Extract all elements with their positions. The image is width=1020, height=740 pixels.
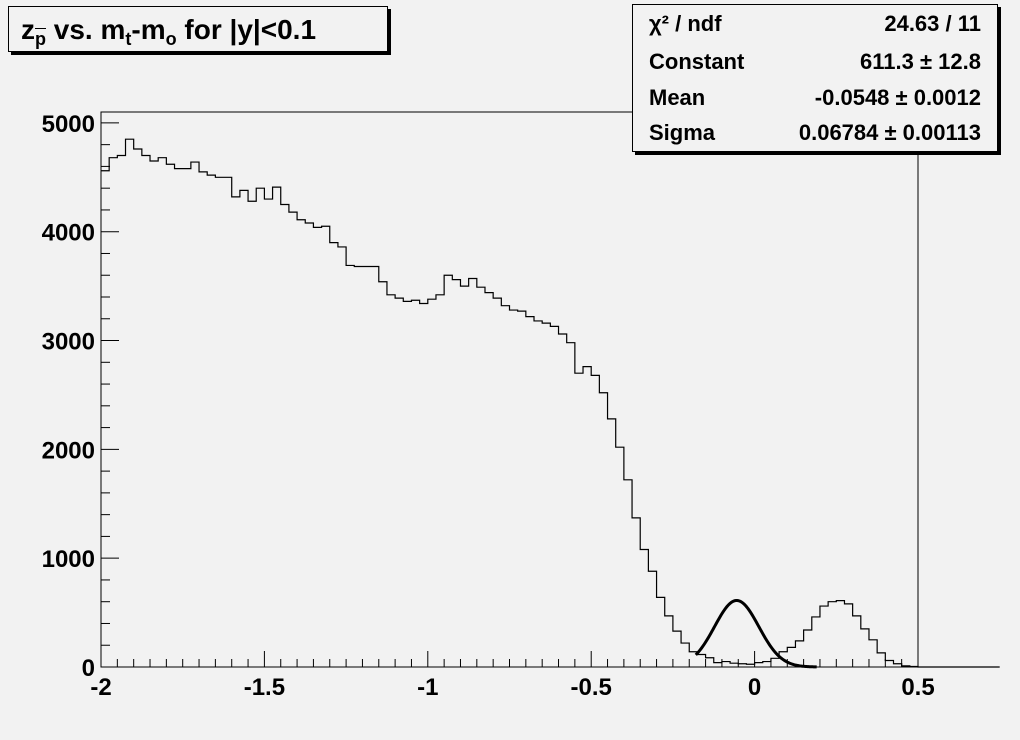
histogram-series <box>101 138 1000 668</box>
y-tick-label: 4000 <box>42 220 95 247</box>
stats-label: Sigma <box>649 120 716 145</box>
x-tick-label: -2 <box>90 674 111 701</box>
stats-row-mean: Mean -0.0548 ± 0.0012 <box>649 81 981 115</box>
y-tick-label: 5000 <box>42 111 95 138</box>
axes-group: 0 1000 2000 3000 4000 5000 -2 -1.5 -1 -0.5 0 0.5 <box>42 111 935 701</box>
y-tick-label: 1000 <box>42 546 95 573</box>
title-vs: vs. m <box>46 14 126 45</box>
histogram-group <box>101 138 1000 668</box>
x-tick-label: -1.5 <box>244 674 285 701</box>
x-tick-label: 0.5 <box>901 674 934 701</box>
y-tick-label: 0 <box>82 655 95 682</box>
x-tick-label: -0.5 <box>571 674 612 701</box>
title-z-subscript: p <box>35 29 46 49</box>
x-tick-label: 0 <box>748 674 761 701</box>
x-tick-label: -1 <box>417 674 438 701</box>
gaussian-fit-curve <box>694 598 817 669</box>
title-dash: -m <box>131 14 166 45</box>
stats-row-constant: Constant 611.3 ± 12.8 <box>649 45 981 79</box>
y-tick-label: 2000 <box>42 437 95 464</box>
stats-row-sigma: Sigma 0.06784 ± 0.00113 <box>649 116 981 150</box>
stats-label: Mean <box>649 85 706 110</box>
title-z: z <box>21 14 35 45</box>
stats-label: χ² / ndf <box>649 11 722 36</box>
stats-value: 24.63 / 11 <box>884 11 981 36</box>
stats-row-chi2: χ² / ndf 24.63 / 11 <box>649 7 981 41</box>
y-tick-label: 3000 <box>42 329 95 356</box>
stats-value: -0.0548 ± 0.0012 <box>814 85 981 110</box>
plot-frame <box>100 111 919 668</box>
chart-title: zp vs. mt-mo for |y|<0.1 <box>8 6 388 52</box>
fit-stats-box: χ² / ndf 24.63 / 11 Constant 611.3 ± 12.… <box>632 4 998 152</box>
stats-label: Constant <box>649 49 745 74</box>
title-rest: for |y|<0.1 <box>176 14 317 45</box>
title-m-subscript-o: o <box>165 29 177 49</box>
fit-curve-group <box>694 598 817 669</box>
title-m-subscript-t: t <box>125 29 132 49</box>
stats-value: 611.3 ± 12.8 <box>860 49 981 74</box>
stats-value: 0.06784 ± 0.00113 <box>798 120 981 145</box>
